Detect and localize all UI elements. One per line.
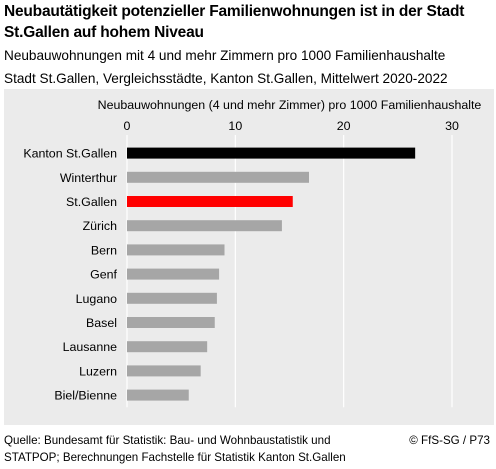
category-label-1: Winterthur	[60, 171, 117, 185]
bar-chart: Neubauwohnungen (4 und mehr Zimmer) pro …	[23, 98, 482, 408]
x-tick-label-10: 10	[228, 119, 242, 133]
chart-panel: Neubauwohnungen (4 und mehr Zimmer) pro …	[4, 89, 494, 425]
category-label-2: St.Gallen	[66, 195, 117, 209]
bar-0	[127, 147, 416, 159]
category-label-7: Basel	[86, 316, 117, 330]
x-tick-label-0: 0	[124, 119, 131, 133]
category-label-8: Lausanne	[63, 340, 118, 354]
bar-8	[127, 341, 208, 353]
bar-9	[127, 365, 201, 377]
chart-subtitle-line1: Neubauwohnungen mit 4 und mehr Zimmern p…	[4, 48, 446, 63]
bar-2	[127, 196, 293, 207]
category-label-0: Kanton St.Gallen	[23, 147, 117, 161]
chart-subtitle-line2: Stadt St.Gallen, Vergleichsstädte, Kanto…	[4, 71, 448, 86]
source-note: Quelle: Bundesamt für Statistik: Bau- un…	[4, 432, 346, 466]
bar-6	[127, 292, 217, 304]
bar-4	[127, 244, 225, 256]
bar-5	[127, 268, 220, 280]
source-line2: STATPOP; Berechnungen Fachstelle für Sta…	[4, 451, 346, 464]
category-label-10: Biel/Bienne	[54, 389, 117, 403]
bar-7	[127, 317, 215, 328]
source-line1: Quelle: Bundesamt für Statistik: Bau- un…	[4, 434, 331, 447]
bar-3	[127, 220, 282, 232]
chart-title: Neubautätigkeit potenzieller Familienwoh…	[4, 3, 465, 41]
category-label-6: Lugano	[76, 292, 117, 306]
bar-10	[127, 389, 189, 401]
x-tick-label-30: 30	[445, 119, 459, 133]
bar-1	[127, 171, 309, 183]
x-tick-label-20: 20	[337, 119, 351, 133]
copyright: © FfS-SG / P73	[409, 434, 490, 447]
category-label-9: Luzern	[79, 364, 117, 378]
category-label-3: Zürich	[83, 219, 118, 233]
category-label-5: Genf	[90, 268, 117, 282]
category-label-4: Bern	[91, 243, 117, 257]
x-axis-title: Neubauwohnungen (4 und mehr Zimmer) pro …	[98, 98, 482, 112]
